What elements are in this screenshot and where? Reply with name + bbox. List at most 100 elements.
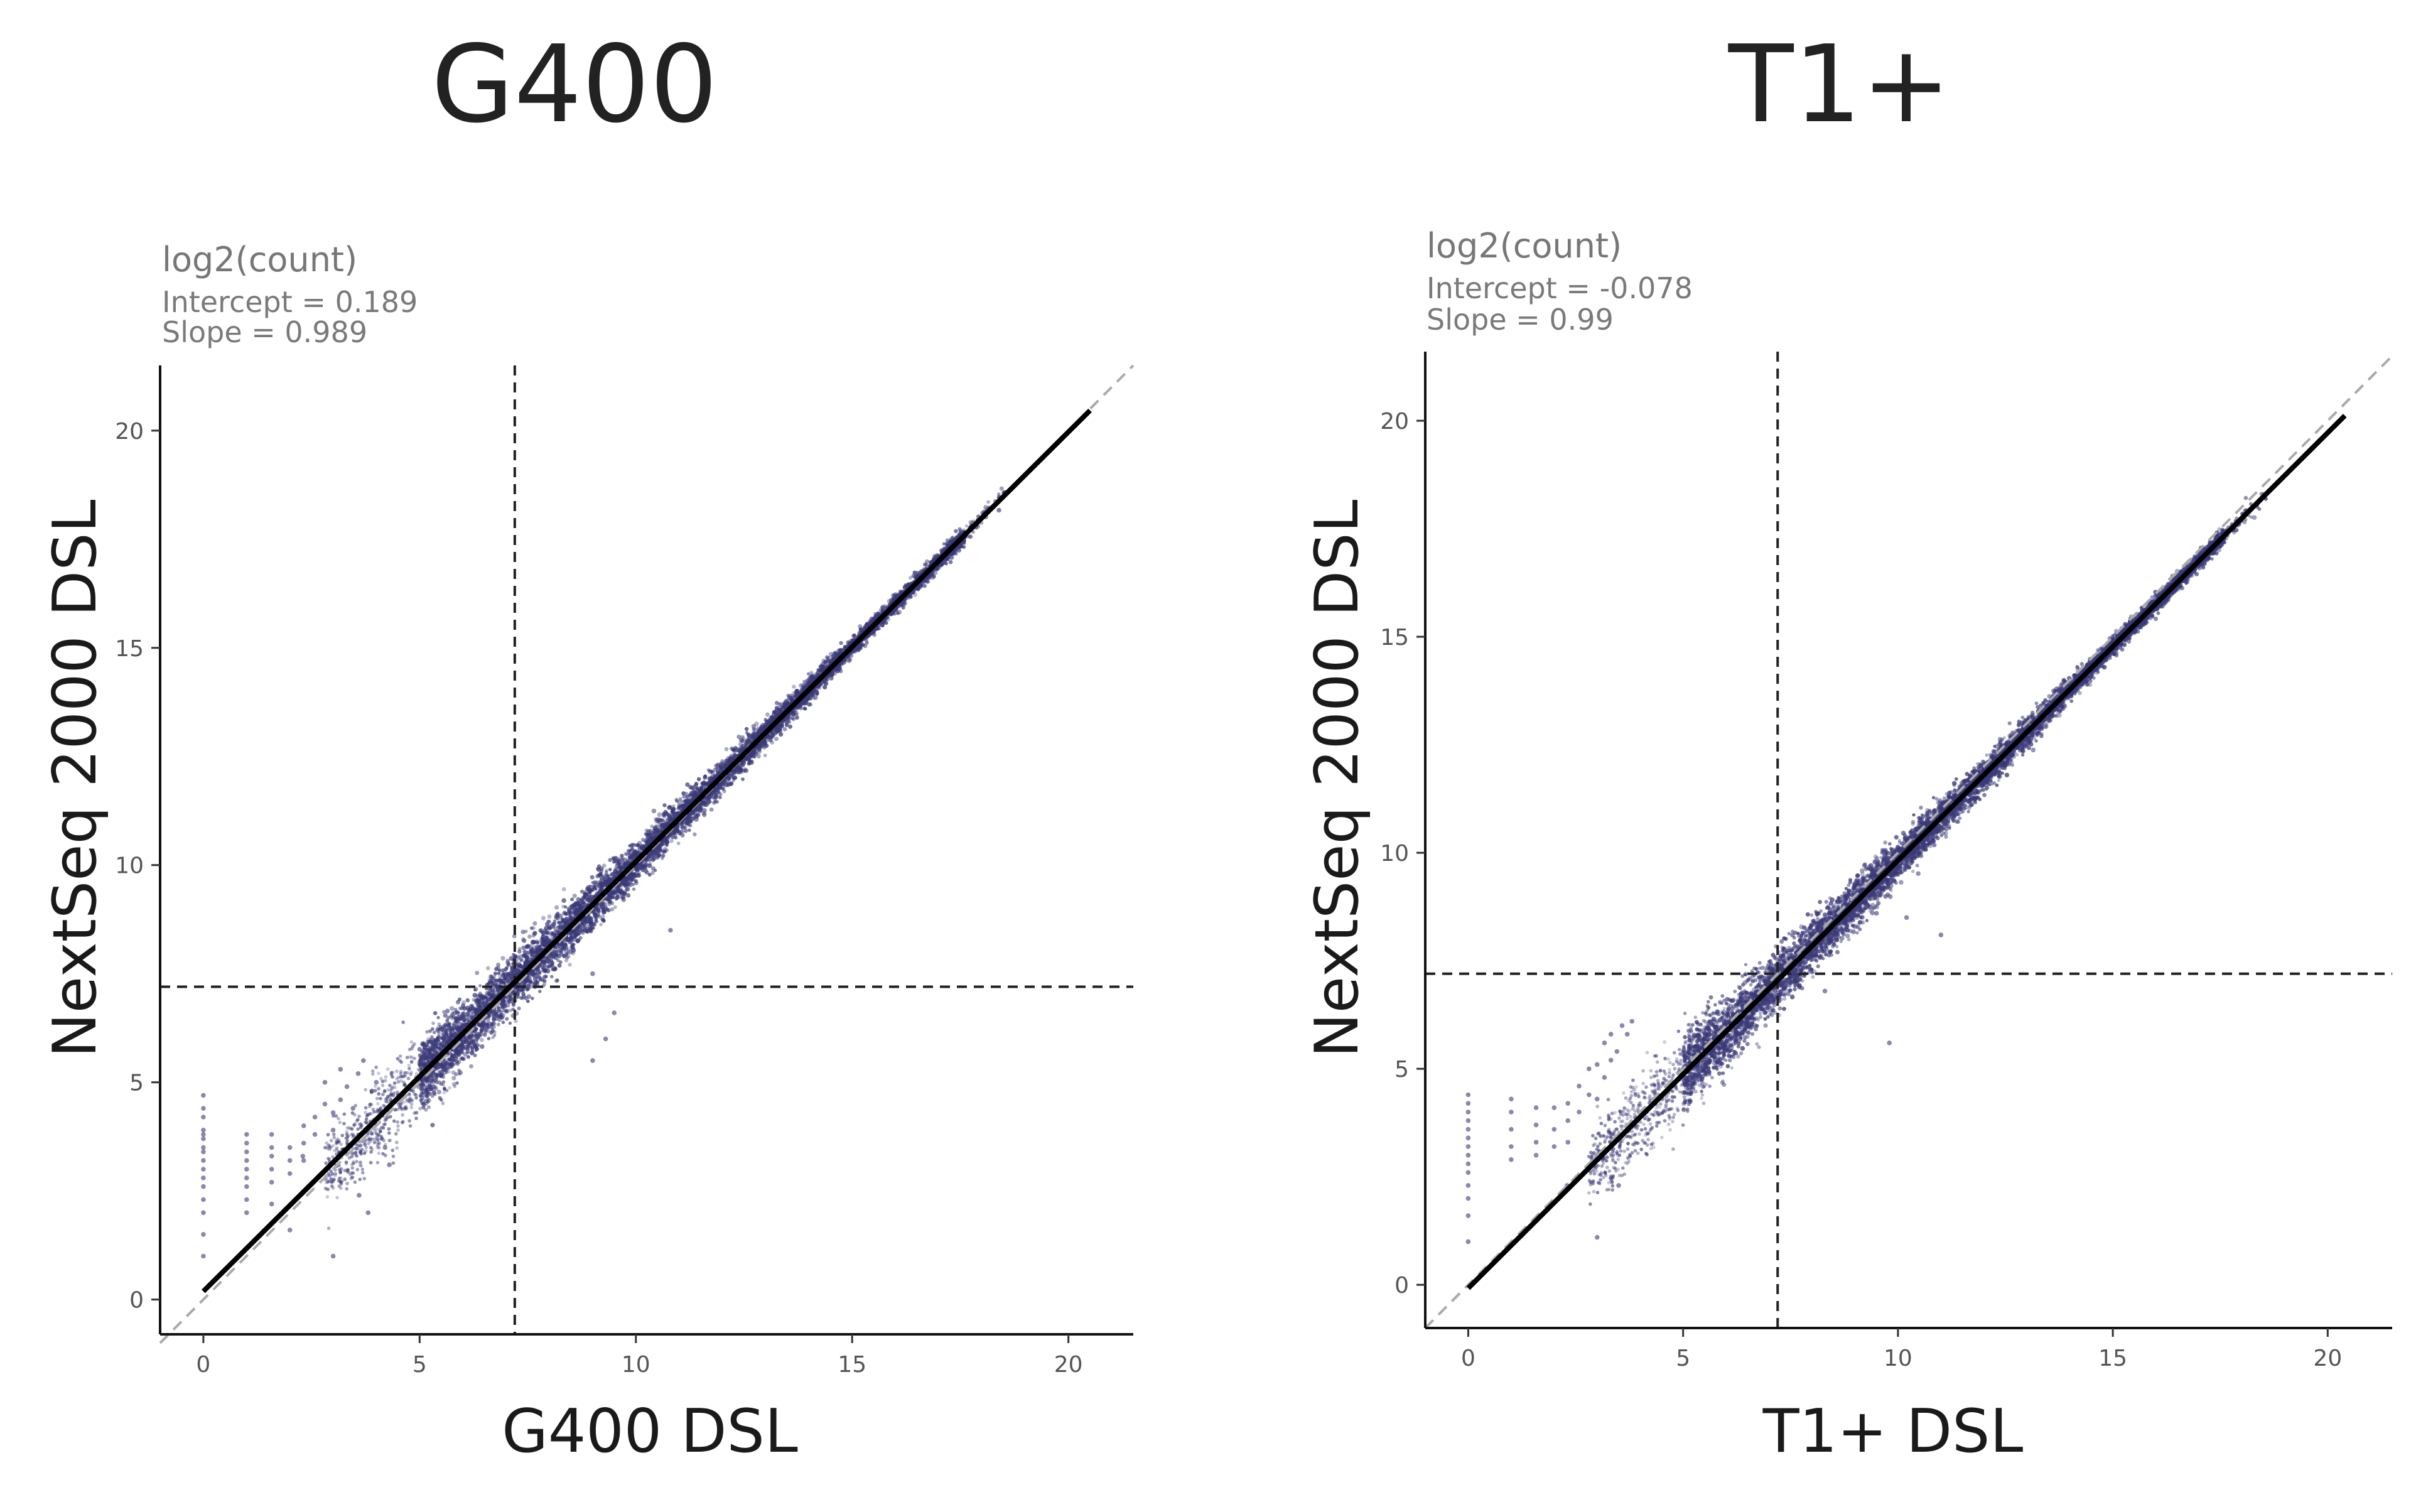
scatter-point (487, 1025, 490, 1030)
scatter-point (765, 712, 770, 717)
scatter-point (608, 858, 612, 863)
scatter-point (802, 706, 807, 711)
scatter-point (526, 999, 530, 1003)
scatter-point (620, 890, 625, 895)
scatter-point (661, 856, 664, 860)
scatter-point (514, 1019, 518, 1023)
chart-panel-g400: G400 NextSeq 2000 DSL G400 DSL log2(coun… (41, 31, 1135, 1466)
scatter-point (823, 684, 828, 689)
scatter-point (647, 858, 652, 862)
scatter-point (501, 1020, 505, 1024)
scatter-point (516, 956, 521, 961)
scatter-point (763, 753, 767, 757)
scatter-point (465, 998, 470, 1003)
scatter-point (532, 931, 537, 936)
scatter-point (746, 733, 750, 737)
scatter-point (613, 905, 617, 909)
scatter-point (497, 971, 500, 975)
scatter-point (455, 1081, 459, 1085)
scatter-point (752, 731, 757, 735)
scatter-point (948, 559, 953, 564)
scatter-point (534, 945, 539, 949)
scatter-point (983, 505, 988, 510)
scatter-point (650, 866, 655, 871)
scatter-point (459, 1006, 463, 1011)
scatter-point (743, 769, 747, 773)
scatter-point (744, 726, 749, 732)
scatter-point (718, 796, 722, 799)
scatter-point (964, 524, 968, 528)
scatter-point (702, 808, 707, 813)
scatter-point (479, 1037, 484, 1042)
scatter-point (685, 782, 690, 787)
scatter-point (669, 839, 674, 843)
scatter-point (542, 982, 547, 986)
scatter-point (792, 684, 796, 689)
scatter-point (555, 978, 559, 983)
scatter-point (795, 715, 799, 720)
scatter-point (465, 1018, 469, 1022)
scatter-point (763, 718, 767, 721)
scatter-point (469, 1064, 473, 1069)
scatter-point (912, 570, 917, 575)
scatter-point (654, 819, 659, 824)
scatter-point (550, 975, 554, 979)
scatter-point (909, 576, 912, 580)
scatter-point (806, 672, 811, 676)
scatter-point (445, 1008, 450, 1013)
scatter-point (564, 958, 569, 963)
data-points (201, 486, 1008, 1259)
scatter-point (470, 1014, 473, 1018)
scatter-point (496, 1022, 500, 1027)
scatter-point (430, 1123, 435, 1128)
scatter-point (484, 1029, 488, 1033)
scatter-point (743, 768, 749, 774)
scatter-point (681, 791, 686, 796)
scatter-point (491, 1035, 495, 1040)
scatter-point (628, 848, 632, 853)
scatter-point (561, 898, 566, 903)
scatter-point (419, 1099, 423, 1103)
scatter-point (561, 887, 566, 892)
scatter-point (772, 710, 775, 714)
scatter-point (741, 777, 745, 781)
scatter-point (526, 944, 530, 949)
scatter-point (465, 1012, 470, 1017)
scatter-point (809, 703, 813, 706)
scatter-point (522, 938, 527, 943)
scatter-point (486, 1018, 490, 1023)
scatter-point (544, 975, 548, 979)
scatter-point (492, 1025, 497, 1029)
scatter-point (505, 1017, 509, 1021)
scatter-point (461, 1000, 466, 1005)
scatter-point (485, 1022, 490, 1027)
scatter-point (467, 1041, 471, 1045)
scatter-point (443, 1013, 448, 1018)
scatter-point (673, 832, 677, 836)
scatter-point (676, 841, 681, 845)
scatter-point (709, 807, 714, 812)
scatter-point (500, 956, 505, 961)
scatter-point (788, 724, 793, 729)
scatter-point (740, 735, 745, 739)
scatter-point (453, 1072, 458, 1077)
scatter-point (605, 870, 608, 874)
scatter-point (519, 954, 524, 959)
scatter-point (568, 941, 572, 945)
scatter-point (564, 905, 568, 909)
scatter-point (530, 939, 536, 945)
scatter-point (662, 803, 667, 807)
scatter-point (427, 1105, 431, 1110)
scatter-point (661, 853, 666, 858)
scatter-point (774, 737, 779, 742)
scatter-point (712, 801, 716, 805)
scatter-point (532, 921, 537, 926)
scatter-point (490, 1028, 495, 1033)
scatter-point (996, 492, 1001, 497)
scatter-point (553, 919, 557, 923)
scatter-point (954, 529, 958, 534)
log-count-label: log2(count) (162, 240, 357, 279)
scatter-point (524, 954, 527, 958)
scatter-point (590, 875, 595, 880)
